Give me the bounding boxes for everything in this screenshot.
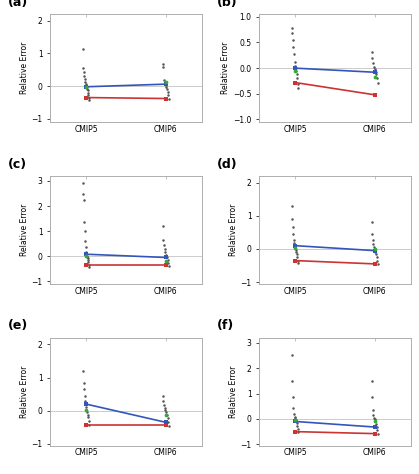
Text: (c): (c) bbox=[8, 157, 27, 171]
Y-axis label: Relative Error: Relative Error bbox=[20, 204, 29, 256]
Y-axis label: Relative Error: Relative Error bbox=[229, 365, 238, 418]
Text: (d): (d) bbox=[217, 157, 238, 171]
Text: (e): (e) bbox=[8, 319, 28, 332]
Y-axis label: Relative Error: Relative Error bbox=[229, 204, 238, 256]
Y-axis label: Relative Error: Relative Error bbox=[20, 42, 29, 94]
Text: (b): (b) bbox=[217, 0, 238, 9]
Text: (f): (f) bbox=[217, 319, 234, 332]
Y-axis label: Relative Error: Relative Error bbox=[221, 42, 230, 94]
Text: (a): (a) bbox=[8, 0, 28, 9]
Y-axis label: Relative Error: Relative Error bbox=[20, 365, 29, 418]
